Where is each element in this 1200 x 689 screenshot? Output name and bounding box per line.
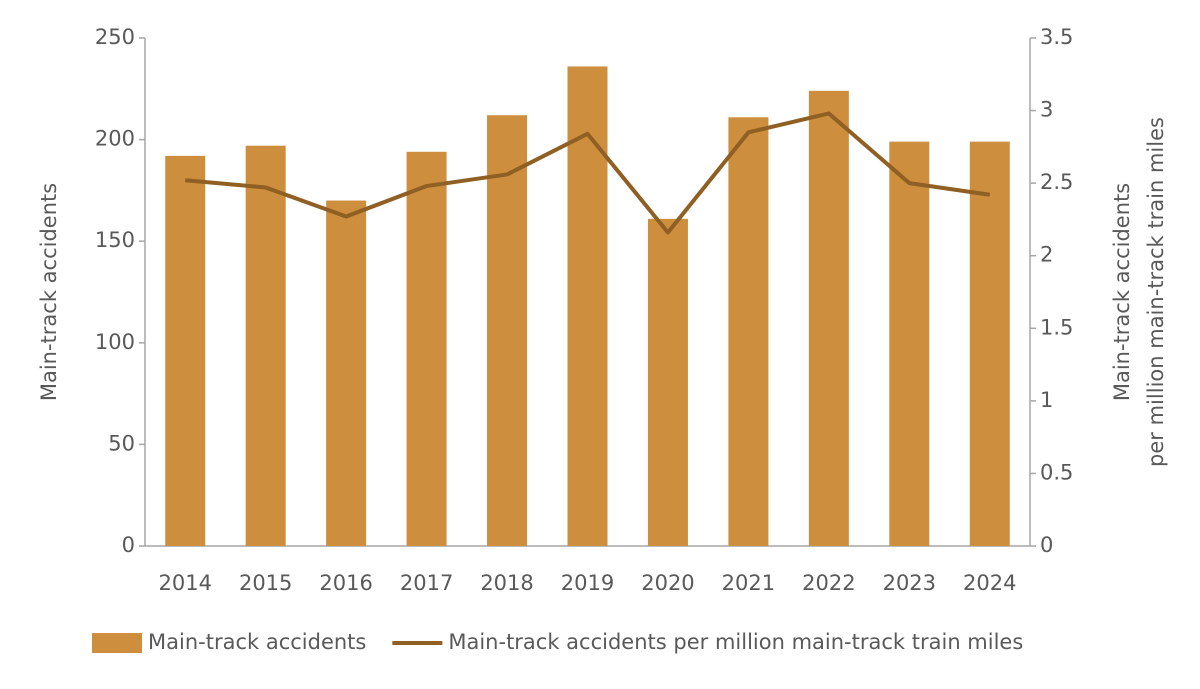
- y2-tick-label: 0.5: [1040, 460, 1073, 484]
- y-tick-label: 250: [95, 25, 135, 49]
- y-tick-label: 200: [95, 127, 135, 151]
- bar: [969, 141, 1010, 546]
- x-tick-label: 2016: [319, 571, 372, 595]
- bar: [567, 66, 608, 546]
- bar: [647, 218, 688, 546]
- y-tick-label: 50: [108, 431, 135, 455]
- y2-tick-label: 2: [1040, 243, 1053, 267]
- x-tick-label: 2024: [963, 571, 1016, 595]
- y2-tick-label: 1: [1040, 388, 1053, 412]
- y-tick-label: 150: [95, 228, 135, 252]
- y-tick-label: 100: [95, 330, 135, 354]
- y2-tick-label: 1.5: [1040, 315, 1073, 339]
- bar: [487, 115, 528, 546]
- x-tick-label: 2014: [159, 571, 212, 595]
- bar: [165, 155, 206, 546]
- x-tick-label: 2015: [239, 571, 292, 595]
- bar: [889, 141, 930, 546]
- x-tick-label: 2018: [480, 571, 533, 595]
- bar: [245, 145, 286, 547]
- x-tick-label: 2017: [400, 571, 453, 595]
- y2-axis-title: Main-track accidents: [1110, 183, 1134, 401]
- bar: [728, 117, 769, 547]
- y2-tick-label: 3: [1040, 98, 1053, 122]
- y-tick-label: 0: [122, 533, 135, 557]
- x-tick-label: 2021: [722, 571, 775, 595]
- line: [185, 111, 991, 235]
- x-tick-label: 2022: [802, 571, 855, 595]
- bar: [808, 90, 849, 546]
- y2-tick-label: 0: [1040, 533, 1053, 557]
- legend-swatch: [92, 633, 142, 653]
- y2-tick-label: 3.5: [1040, 25, 1073, 49]
- x-tick-label: 2019: [561, 571, 614, 595]
- x-tick-label: 2020: [641, 571, 694, 595]
- bar: [326, 200, 367, 546]
- x-tick-label: 2023: [883, 571, 936, 595]
- bar: [406, 151, 447, 547]
- legend-label: Main-track accidents per million main-tr…: [448, 630, 1023, 654]
- y-axis-title: Main-track accidents: [37, 183, 61, 401]
- legend-label: Main-track accidents: [148, 630, 366, 654]
- y2-axis-title: per million main-track train miles: [1144, 117, 1168, 467]
- y2-tick-label: 2.5: [1040, 170, 1073, 194]
